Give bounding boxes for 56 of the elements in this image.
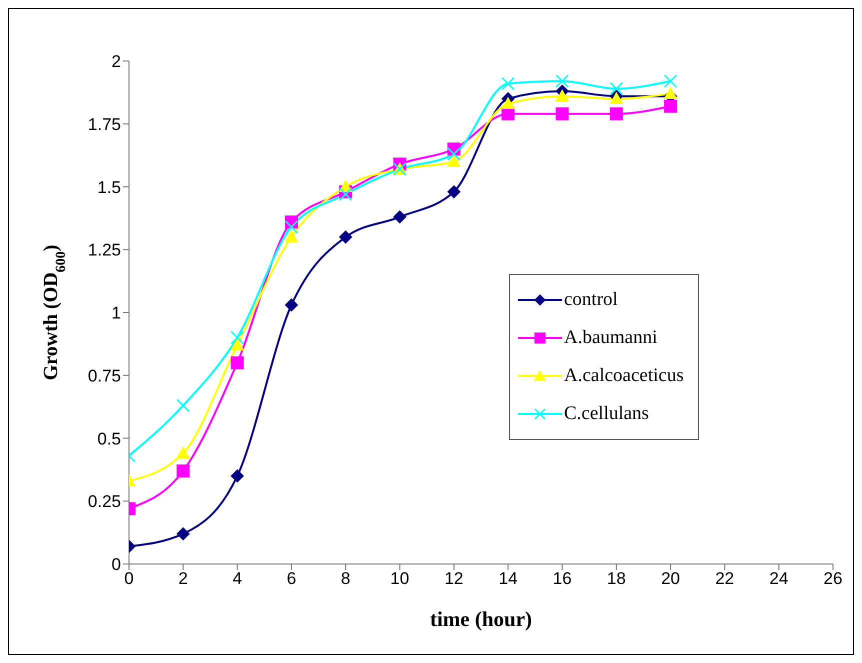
y-tick-label: 0.5 xyxy=(97,429,121,448)
point xyxy=(284,230,298,242)
y-tick-label: 0.75 xyxy=(88,366,121,386)
point xyxy=(610,82,624,96)
point xyxy=(447,185,460,198)
point xyxy=(556,107,569,120)
point xyxy=(556,90,569,102)
x-tick-label: 14 xyxy=(498,569,518,588)
x-tick-label: 2 xyxy=(178,569,188,588)
x-axis-title: time (hour) xyxy=(430,607,532,631)
y-tick-label: 0 xyxy=(112,555,121,574)
point xyxy=(284,298,298,312)
point xyxy=(447,155,460,167)
point xyxy=(230,338,244,350)
y-tick-label: 1 xyxy=(112,304,121,323)
point xyxy=(230,469,244,482)
point xyxy=(664,87,678,99)
x-tick-label: 8 xyxy=(340,569,350,588)
x-tick-label: 26 xyxy=(824,569,842,588)
x-tick-label: 24 xyxy=(769,569,788,588)
x-tick-label: 12 xyxy=(444,569,464,588)
point xyxy=(176,446,190,459)
point xyxy=(339,230,352,244)
point xyxy=(447,147,461,161)
point xyxy=(176,527,190,540)
point xyxy=(176,398,190,412)
x-tick-label: 6 xyxy=(286,569,296,588)
point xyxy=(610,107,623,120)
point xyxy=(610,92,623,104)
x-tick-label: 16 xyxy=(552,569,572,588)
x-tick-label: 18 xyxy=(606,569,626,588)
point xyxy=(338,188,352,202)
legend-label: A.baumanni xyxy=(564,327,658,349)
y-tick-label: 1.25 xyxy=(88,240,121,260)
x-tick-label: 4 xyxy=(232,569,242,588)
legend-label: control xyxy=(564,289,618,311)
point xyxy=(230,356,244,370)
y-tick-label: 1.75 xyxy=(88,114,121,134)
y-tick-label: 1.5 xyxy=(97,178,121,197)
point xyxy=(502,97,515,110)
point xyxy=(230,330,244,344)
point xyxy=(555,74,569,88)
point xyxy=(664,100,678,113)
legend-label: C.cellulans xyxy=(564,403,649,425)
point xyxy=(176,464,190,478)
x-tick-label: 20 xyxy=(661,569,680,588)
legend-label: A.calcoaceticus xyxy=(564,365,684,387)
point xyxy=(284,220,298,234)
x-tick-label: 10 xyxy=(390,569,410,588)
point xyxy=(664,74,678,88)
y-tick-label: 2 xyxy=(112,52,121,72)
x-tick-label: 0 xyxy=(124,569,134,588)
x-tick-label: 22 xyxy=(715,569,734,588)
point xyxy=(501,76,515,90)
point xyxy=(393,210,406,224)
y-tick-label: 0.25 xyxy=(88,492,121,512)
